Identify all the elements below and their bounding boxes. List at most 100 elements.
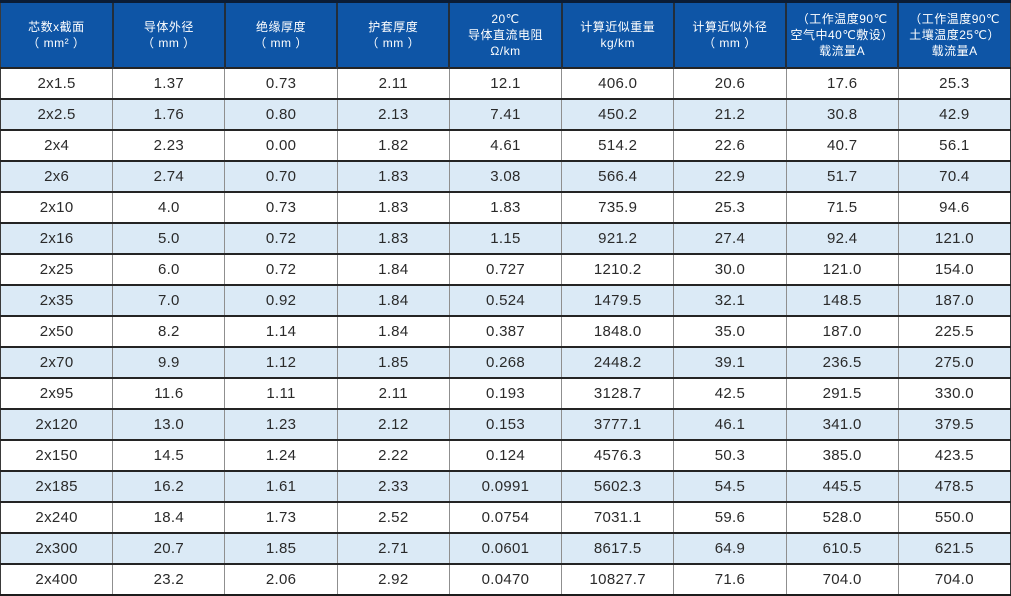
table-cell: 1.85	[224, 532, 338, 564]
table-cell: 94.6	[897, 191, 1011, 223]
table-cell: 704.0	[785, 563, 899, 595]
table-cell: 1.84	[336, 284, 450, 316]
table-cell: 1.76	[112, 98, 225, 130]
table-cell: 2.06	[224, 563, 338, 595]
table-cell: 0.72	[224, 253, 338, 285]
table-cell: 2.12	[336, 408, 450, 440]
table-cell: 1.11	[224, 377, 338, 409]
row-spec-cell: 2x120	[0, 408, 113, 440]
table-cell: 379.5	[897, 408, 1011, 440]
table-cell: 921.2	[561, 222, 674, 254]
table-cell: 54.5	[673, 470, 787, 502]
table-cell: 0.73	[224, 191, 338, 223]
table-cell: 528.0	[785, 501, 899, 533]
table-cell: 9.9	[112, 346, 225, 378]
table-body: 2x1.5 1.37 0.73 2.11 12.1 406.0 20.6 17.6 25.3 2x…	[0, 67, 1011, 595]
column-header-5: 计算近似重量 kg/km	[560, 1, 674, 68]
table-cell: 13.0	[112, 408, 225, 440]
column-header-7: （工作温度90℃ 空气中40℃敷设） 载流量A	[785, 1, 899, 68]
table-cell: 1.15	[448, 222, 562, 254]
column-header-line: 20℃	[491, 11, 520, 26]
table-row: 2x120 13.0 1.23 2.12 0.153 3777.1 46.1 341.0 379…	[0, 408, 1011, 440]
table-cell: 2.92	[336, 563, 450, 595]
table-cell: 0.0601	[448, 532, 562, 564]
table-cell: 32.1	[673, 284, 787, 316]
table-cell: 14.5	[112, 439, 225, 471]
table-cell: 64.9	[673, 532, 787, 564]
row-spec-cell: 2x400	[0, 563, 113, 595]
table-cell: 2.11	[336, 67, 450, 99]
table-cell: 30.0	[673, 253, 787, 285]
row-spec-cell: 2x150	[0, 439, 113, 471]
table-cell: 3128.7	[561, 377, 674, 409]
table-cell: 92.4	[785, 222, 899, 254]
table-cell: 0.80	[224, 98, 338, 130]
table-cell: 1210.2	[561, 253, 674, 285]
table-cell: 0.268	[448, 346, 562, 378]
table-cell: 71.6	[673, 563, 787, 595]
table-cell: 621.5	[897, 532, 1011, 564]
table-cell: 21.2	[673, 98, 787, 130]
column-header-line: （工作温度90℃	[909, 11, 1001, 26]
table-row: 2x50 8.2 1.14 1.84 0.387 1848.0 35.0 187.0 225.5	[0, 315, 1011, 347]
table-cell: 291.5	[785, 377, 899, 409]
table-cell: 550.0	[897, 501, 1011, 533]
table-row: 2x6 2.74 0.70 1.83 3.08 566.4 22.9 51.7 70.4	[0, 160, 1011, 192]
table-cell: 1.37	[112, 67, 225, 99]
table-cell: 0.70	[224, 160, 338, 192]
table-row: 2x400 23.2 2.06 2.92 0.0470 10827.7 71.6 704.0 7…	[0, 563, 1011, 595]
row-spec-cell: 2x240	[0, 501, 113, 533]
table-cell: 275.0	[897, 346, 1011, 378]
table-cell: 4576.3	[561, 439, 674, 471]
table-row: 2x240 18.4 1.73 2.52 0.0754 7031.1 59.6 528.0 55…	[0, 501, 1011, 533]
table-cell: 610.5	[785, 532, 899, 564]
table-cell: 0.124	[448, 439, 562, 471]
table-cell: 445.5	[785, 470, 899, 502]
table-cell: 735.9	[561, 191, 674, 223]
row-spec-cell: 2x2.5	[0, 98, 113, 130]
column-header-line: （ mm ）	[254, 36, 308, 50]
column-header-line: 导体外径	[143, 19, 194, 34]
column-header-line: 空气中40℃敷设）	[790, 27, 894, 42]
table-cell: 42.5	[673, 377, 787, 409]
row-spec-cell: 2x6	[0, 160, 113, 192]
table-cell: 0.72	[224, 222, 338, 254]
table-cell: 1.85	[336, 346, 450, 378]
table-cell: 1.84	[336, 253, 450, 285]
table-cell: 2.22	[336, 439, 450, 471]
row-spec-cell: 2x70	[0, 346, 113, 378]
table-cell: 1.14	[224, 315, 338, 347]
table-cell: 0.524	[448, 284, 562, 316]
table-cell: 1.83	[448, 191, 562, 223]
table-row: 2x4 2.23 0.00 1.82 4.61 514.2 22.6 40.7 56.1	[0, 129, 1011, 161]
column-header-2: 绝缘厚度 （ mm ）	[223, 1, 338, 68]
table-cell: 4.0	[112, 191, 225, 223]
table-cell: 22.9	[673, 160, 787, 192]
column-header-line: 载流量A	[931, 44, 978, 59]
table-cell: 25.3	[673, 191, 787, 223]
table-cell: 450.2	[561, 98, 674, 130]
table-cell: 406.0	[561, 67, 674, 99]
table-cell: 0.00	[224, 129, 338, 161]
table-cell: 18.4	[112, 501, 225, 533]
row-spec-cell: 2x1.5	[0, 67, 113, 99]
table-cell: 0.387	[448, 315, 562, 347]
table-row: 2x300 20.7 1.85 2.71 0.0601 8617.5 64.9 610.5 62…	[0, 532, 1011, 564]
table-cell: 5.0	[112, 222, 225, 254]
column-header-line: 护套厚度	[368, 19, 419, 34]
row-spec-cell: 2x300	[0, 532, 113, 564]
table-cell: 7.0	[112, 284, 225, 316]
column-header-6: 计算近似外径 （ mm ）	[672, 1, 787, 68]
table-cell: 154.0	[897, 253, 1011, 285]
table-cell: 225.5	[897, 315, 1011, 347]
table-cell: 40.7	[785, 129, 899, 161]
table-cell: 51.7	[785, 160, 899, 192]
column-header-line: 计算近似外径	[692, 19, 768, 34]
table-cell: 5602.3	[561, 470, 674, 502]
table-cell: 16.2	[112, 470, 225, 502]
column-header-3: 护套厚度 （ mm ）	[336, 1, 450, 68]
table-cell: 27.4	[673, 222, 787, 254]
row-spec-cell: 2x95	[0, 377, 113, 409]
table-cell: 20.7	[112, 532, 225, 564]
table-cell: 12.1	[448, 67, 562, 99]
